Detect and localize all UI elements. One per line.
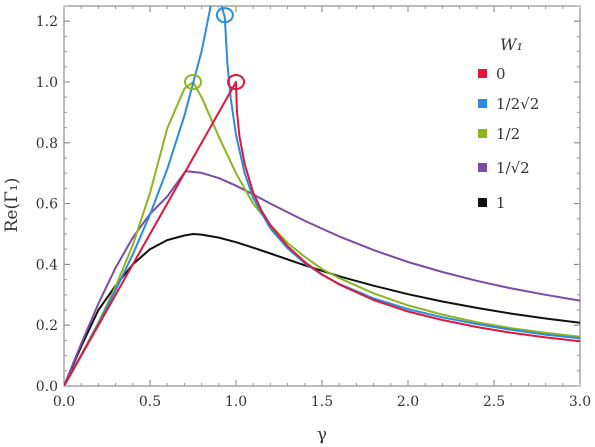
series-line-0 (64, 81, 580, 386)
legend-label-1: 1/2√2 (496, 95, 539, 113)
legend-swatch-4 (478, 198, 487, 207)
peak-marker-2 (184, 74, 202, 90)
y-tick-label: 1.2 (36, 14, 58, 30)
x-tick-label: 0.0 (53, 394, 75, 410)
y-tick-label: 0.4 (36, 257, 58, 273)
x-tick-label: 0.5 (139, 394, 161, 410)
x-axis-label: γ (317, 425, 327, 445)
series-group (64, 6, 580, 386)
y-axis-label: Re(Γ₁) (2, 178, 22, 233)
legend-title: W₁ (500, 35, 523, 54)
y-tick-label: 0.8 (36, 136, 58, 152)
legend-swatch-0 (478, 69, 487, 78)
legend-swatch-3 (478, 163, 487, 172)
y-tick-label: 0.6 (36, 197, 58, 213)
legend-label-4: 1 (496, 194, 506, 212)
x-tick-label: 2.0 (397, 394, 419, 410)
x-tick-label: 2.5 (483, 394, 505, 410)
series-line-4 (64, 233, 580, 386)
peak-marker-1 (215, 7, 234, 24)
legend-label-0: 0 (496, 65, 506, 83)
legend-label-2: 1/2 (496, 125, 520, 143)
y-tick-label: 0.0 (36, 379, 58, 395)
peak-marker-0 (227, 74, 245, 90)
legend-swatch-1 (478, 99, 487, 108)
legend-label-3: 1/√2 (496, 159, 530, 177)
series-line-2 (64, 81, 580, 386)
legend: W₁ 0 1/2√2 1/2 1/√2 1 (478, 35, 539, 212)
legend-swatch-2 (478, 129, 487, 138)
y-tick-label: 0.2 (36, 318, 58, 334)
peak-markers (184, 7, 245, 90)
x-tick-label: 1.5 (311, 394, 333, 410)
series-line-1 (64, 6, 580, 386)
x-tick-label: 3.0 (569, 394, 591, 410)
axis-ticks: 0.0 0.5 1.0 1.5 2.0 2.5 3.0 0.0 0.2 0.4 0.6 0.8 1.0 1… (36, 5, 591, 410)
x-tick-label: 1.0 (225, 394, 247, 410)
y-tick-label: 1.0 (36, 75, 58, 91)
